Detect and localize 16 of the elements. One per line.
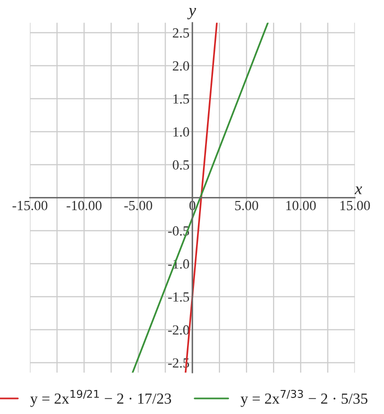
x-tick-label: 5.00	[235, 200, 258, 210]
x-tick-label: 10.00	[286, 200, 316, 210]
y-tick-label: 2.0	[172, 61, 190, 71]
legend-label: y = 2x$^{19/21}$ − 2 · 17/23	[30, 390, 172, 407]
y-tick-label: 1.5	[173, 94, 190, 104]
x-tick-label: 15.00	[340, 200, 370, 210]
x-tick-label: -10.00	[66, 200, 102, 210]
legend-label: y = 2x$^{7/33}$ − 2 · 5/35	[240, 390, 368, 407]
y-tick-label: -1.5	[168, 292, 190, 302]
x-tick-label: -15.00	[12, 200, 48, 210]
y-axis-title: y	[187, 8, 196, 20]
y-tick-label: 0.5	[172, 160, 190, 170]
y-tick-label: 1.0	[173, 127, 190, 137]
x-axis-title: x	[354, 186, 362, 194]
y-tick-label: 2.5	[172, 28, 190, 38]
x-tick-label: -5.00	[124, 200, 152, 210]
